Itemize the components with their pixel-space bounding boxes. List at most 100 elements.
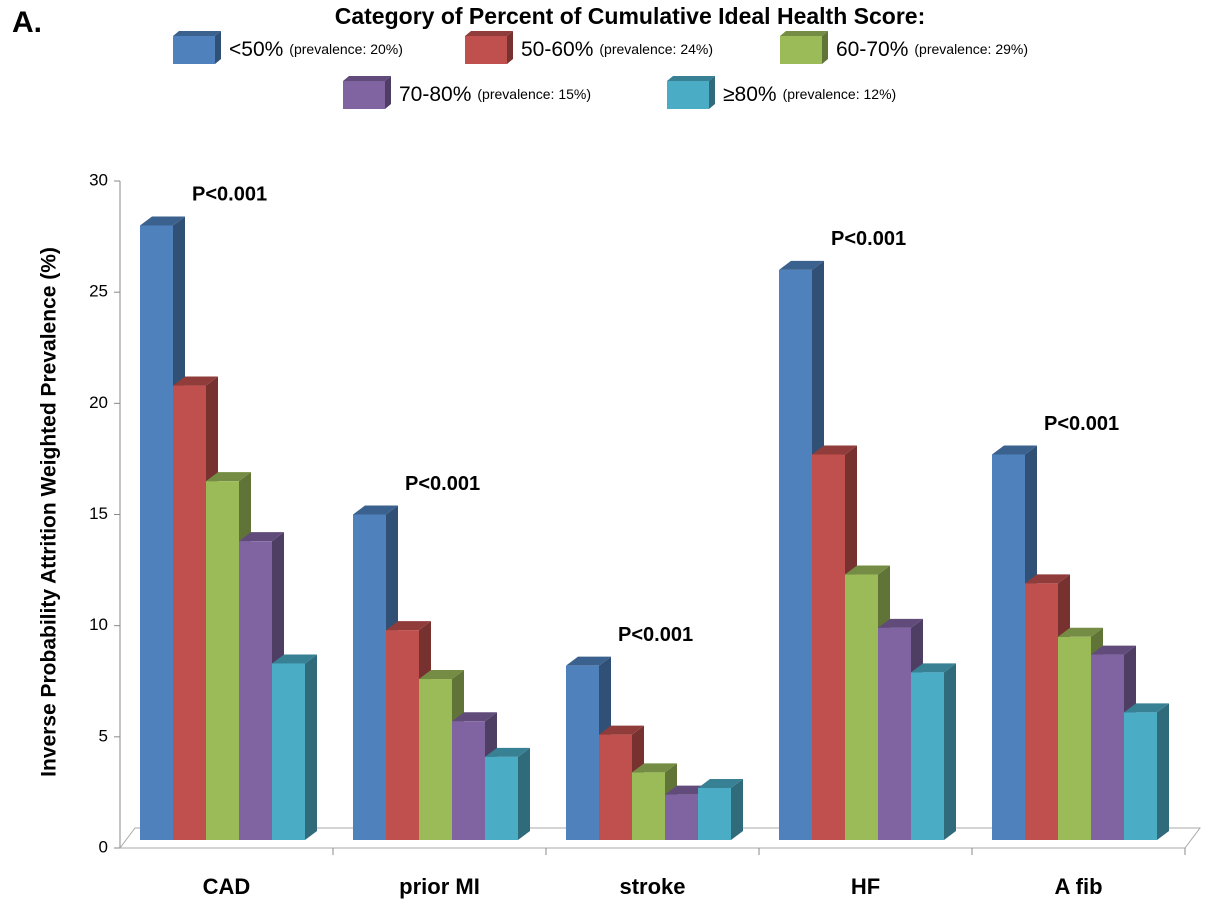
annotation: P<0.001 <box>405 473 480 495</box>
legend-swatch-side <box>507 31 513 64</box>
bar-front <box>1058 636 1091 840</box>
y-tick-label: 0 <box>99 837 108 856</box>
legend-swatch <box>465 36 507 64</box>
legend-label: 70-80% (prevalence: 15%) <box>399 83 591 106</box>
annotation: P<0.001 <box>831 228 906 250</box>
bar-top <box>911 663 956 673</box>
bar-front <box>566 665 599 840</box>
bar-front <box>698 787 731 840</box>
bar <box>698 778 743 840</box>
panel-label: A. <box>12 6 42 39</box>
bar-top <box>878 618 923 628</box>
legend-name: <50% <box>229 38 283 61</box>
bar-top <box>845 565 890 575</box>
y-tick-label: 25 <box>89 282 108 301</box>
legend-prevalence: (prevalence: 15%) <box>477 86 591 102</box>
bar-top <box>599 725 644 735</box>
bar-top <box>419 670 464 680</box>
bar-front <box>845 574 878 840</box>
legend-prevalence: (prevalence: 24%) <box>599 41 713 57</box>
bar-front <box>632 772 665 840</box>
annotation: P<0.001 <box>192 184 267 206</box>
bar-side <box>1157 703 1169 840</box>
floor <box>119 827 1201 849</box>
bar-front <box>1124 712 1157 840</box>
bar-front <box>911 672 944 840</box>
x-tick-label: prior MI <box>399 874 480 899</box>
bar-front <box>485 756 518 840</box>
y-tick-label: 5 <box>99 726 108 745</box>
legend-label: 60-70% (prevalence: 29%) <box>836 38 1028 61</box>
y-axis-label: Inverse Probability Attrition Weighted P… <box>38 247 61 777</box>
bar-front <box>599 734 632 840</box>
bar-top <box>206 472 251 482</box>
x-tick-label: CAD <box>203 874 251 899</box>
bar-top <box>812 445 857 455</box>
legend-swatch-side <box>385 76 391 109</box>
bar-front <box>173 385 206 840</box>
bar-front <box>140 225 173 840</box>
bar-front <box>1025 583 1058 840</box>
bar-top <box>779 260 824 270</box>
bar-top <box>272 654 317 664</box>
legend-swatch <box>667 81 709 109</box>
bar-top <box>698 778 743 788</box>
x-tick-label: A fib <box>1054 874 1102 899</box>
legend-prevalence: (prevalence: 20%) <box>289 41 403 57</box>
bar-side <box>518 747 530 840</box>
bar-front <box>272 663 305 840</box>
bar-side <box>305 654 317 840</box>
legend-swatch-top <box>667 76 715 81</box>
legend-swatch <box>343 81 385 109</box>
legend-swatch-top <box>343 76 391 81</box>
annotation: P<0.001 <box>1044 413 1119 435</box>
bar-front <box>419 679 452 840</box>
legend-swatch-side <box>215 31 221 64</box>
legend-swatch-top <box>780 31 828 36</box>
bar-side <box>731 778 743 840</box>
legend-label: <50% (prevalence: 20%) <box>229 38 403 61</box>
bar-top <box>452 712 497 722</box>
bar-front <box>812 454 845 840</box>
bar <box>632 763 677 840</box>
bar-front <box>1091 654 1124 840</box>
legend-name: 60-70% <box>836 38 908 61</box>
legend-label: ≥80% (prevalence: 12%) <box>723 83 896 106</box>
bar-front <box>779 269 812 840</box>
bar-top <box>632 763 677 773</box>
legend-name: ≥80% <box>723 83 777 106</box>
bar-front <box>239 541 272 840</box>
bar-top <box>386 621 431 631</box>
bar-top <box>239 532 284 542</box>
legend-name: 50-60% <box>521 38 593 61</box>
bar-top <box>1058 627 1103 637</box>
bar-side <box>944 663 956 840</box>
bar-top <box>140 216 185 226</box>
bar-front <box>878 627 911 840</box>
bar-top <box>1124 703 1169 713</box>
legend-swatch-top <box>465 31 513 36</box>
y-tick-label: 30 <box>89 170 108 189</box>
annotation: P<0.001 <box>618 624 693 646</box>
legend-swatch-side <box>709 76 715 109</box>
bar-top <box>485 747 530 757</box>
y-tick-label: 15 <box>89 504 108 523</box>
bar-top <box>173 376 218 386</box>
bar <box>1124 703 1169 840</box>
x-tick-label: stroke <box>619 874 685 899</box>
bar <box>272 654 317 840</box>
bar-front <box>665 794 698 840</box>
bar-top <box>566 656 611 666</box>
x-tick-label: HF <box>851 874 880 899</box>
legend-swatch <box>780 36 822 64</box>
y-tick-label: 20 <box>89 393 108 412</box>
legend-prevalence: (prevalence: 12%) <box>783 86 897 102</box>
legend-title: Category of Percent of Cumulative Ideal … <box>335 3 925 29</box>
legend-swatch-top <box>173 31 221 36</box>
bar-top <box>353 505 398 515</box>
bar-top <box>992 445 1037 455</box>
bar-front <box>992 454 1025 840</box>
bar-front <box>353 514 386 840</box>
legend-name: 70-80% <box>399 83 471 106</box>
